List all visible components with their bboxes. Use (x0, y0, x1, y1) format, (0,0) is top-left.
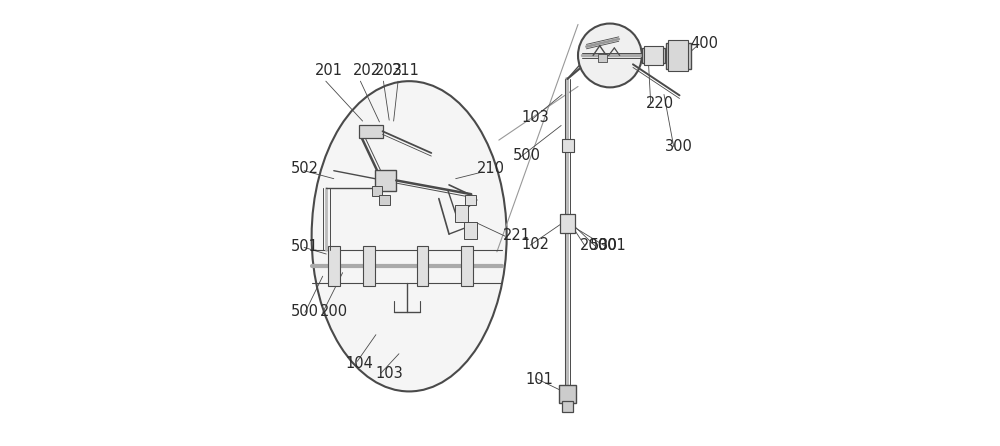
Text: 211: 211 (391, 63, 419, 78)
Bar (455, 205, 468, 222)
Bar (464, 222, 477, 239)
Text: 200: 200 (320, 304, 348, 319)
Bar (461, 247, 473, 286)
Text: 203: 203 (375, 63, 403, 78)
Text: 103: 103 (521, 110, 549, 125)
Bar (668, 41, 688, 71)
Bar (644, 46, 663, 65)
Text: 202: 202 (353, 63, 381, 78)
Bar (642, 48, 665, 62)
Text: 104: 104 (346, 356, 374, 372)
Bar (598, 54, 607, 62)
Bar (379, 194, 390, 205)
Text: 500: 500 (291, 304, 319, 319)
Bar (328, 247, 340, 286)
Text: 221: 221 (503, 228, 531, 243)
Text: 400: 400 (691, 36, 719, 51)
Bar (375, 170, 396, 191)
Bar (363, 247, 375, 286)
Bar (372, 186, 382, 195)
Bar (417, 247, 428, 286)
Text: 500: 500 (513, 148, 541, 163)
Text: 501: 501 (291, 239, 319, 253)
Text: 300: 300 (665, 139, 693, 154)
Bar (465, 194, 476, 205)
Bar (562, 139, 574, 152)
Text: 200: 200 (580, 238, 608, 253)
Text: 502: 502 (291, 161, 319, 177)
Text: 201: 201 (315, 63, 343, 78)
Bar (559, 385, 576, 402)
Text: 101: 101 (526, 372, 554, 387)
Bar (562, 401, 573, 412)
Text: 210: 210 (477, 161, 505, 177)
Bar (359, 124, 383, 138)
Bar (666, 43, 691, 69)
Text: 220: 220 (645, 96, 674, 111)
Text: 301: 301 (599, 238, 627, 253)
Ellipse shape (312, 81, 507, 392)
Text: 103: 103 (375, 366, 403, 381)
Text: 102: 102 (521, 237, 549, 252)
Circle shape (578, 24, 642, 87)
Bar (560, 214, 575, 233)
Text: 500: 500 (590, 238, 618, 253)
